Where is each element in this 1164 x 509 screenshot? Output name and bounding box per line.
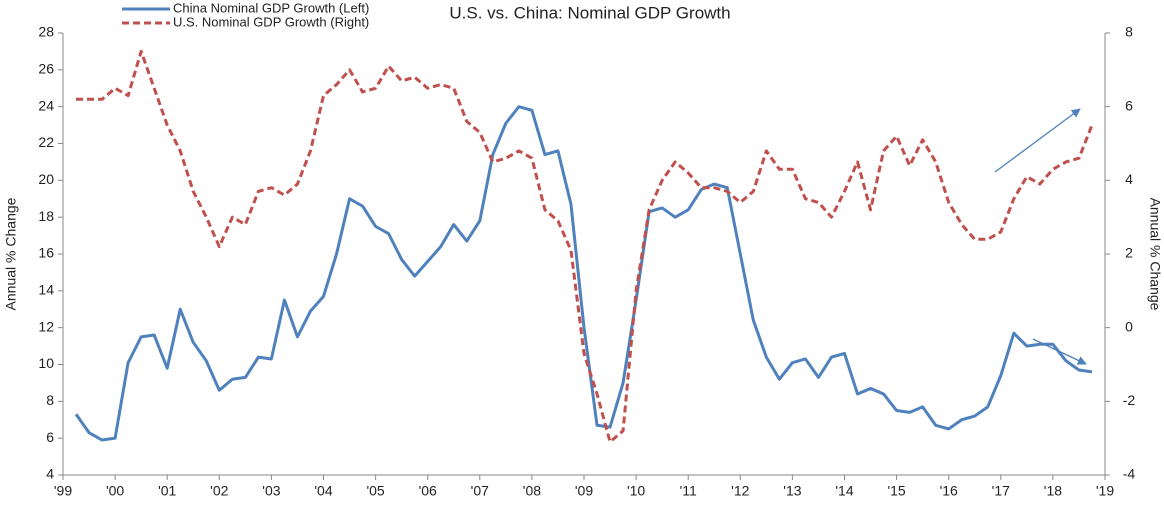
y2-tick-label: 6 [1125,97,1133,113]
y2-tick-label: 8 [1125,24,1133,40]
y-tick-label: 8 [46,392,54,408]
x-tick-label: '99 [54,483,72,499]
y2-tick-label: -2 [1123,392,1136,408]
x-tick-label: '18 [1044,483,1062,499]
y-tick-label: 6 [46,429,54,445]
y-tick-label: 18 [38,208,54,224]
x-tick-label: '05 [366,483,384,499]
x-tick-label: '01 [158,483,176,499]
y-tick-label: 24 [38,97,54,113]
x-tick-label: '09 [575,483,593,499]
x-tick-label: '08 [523,483,541,499]
y-tick-label: 20 [38,171,54,187]
y2-tick-label: 2 [1125,245,1133,261]
y-tick-label: 22 [38,134,54,150]
y-tick-label: 26 [38,61,54,77]
y2-tick-label: -4 [1123,466,1136,482]
y2-tick-label: 4 [1125,171,1133,187]
x-tick-label: '13 [783,483,801,499]
arrow-up [994,108,1081,173]
x-tick-label: '07 [471,483,489,499]
annotation-arrows [994,108,1087,365]
y-tick-label: 16 [38,245,54,261]
y-axis-label: Annual % Change [3,197,19,310]
x-tick-label: '00 [106,483,124,499]
y-tick-label: 4 [46,466,54,482]
x-tick-label: '16 [940,483,958,499]
y-tick-label: 28 [38,24,54,40]
chart-title: U.S. vs. China: Nominal GDP Growth [449,3,730,22]
series-line [74,105,1093,442]
y2-axis-label: Annual % Change [1147,198,1163,311]
x-tick-label: '10 [627,483,645,499]
x-tick-label: '02 [210,483,228,499]
x-tick-label: '06 [419,483,437,499]
x-tick-label: '04 [314,483,332,499]
x-tick-label: '03 [262,483,280,499]
x-tick-label: '15 [887,483,905,499]
legend-label: U.S. Nominal GDP Growth (Right) [173,14,369,29]
x-tick-label: '19 [1096,483,1114,499]
y-tick-label: 10 [38,355,54,371]
x-tick-label: '14 [835,483,853,499]
x-tick-label: '12 [731,483,749,499]
x-tick-label: '17 [992,483,1010,499]
series-line [76,49,1094,444]
legend-label: China Nominal GDP Growth (Left) [173,0,369,15]
x-tick-label: '11 [680,483,697,499]
y2-tick-label: 0 [1125,318,1133,334]
y-tick-label: 14 [38,282,54,298]
y-tick-label: 12 [38,318,54,334]
legend: China Nominal GDP Growth (Left)U.S. Nomi… [122,0,369,29]
